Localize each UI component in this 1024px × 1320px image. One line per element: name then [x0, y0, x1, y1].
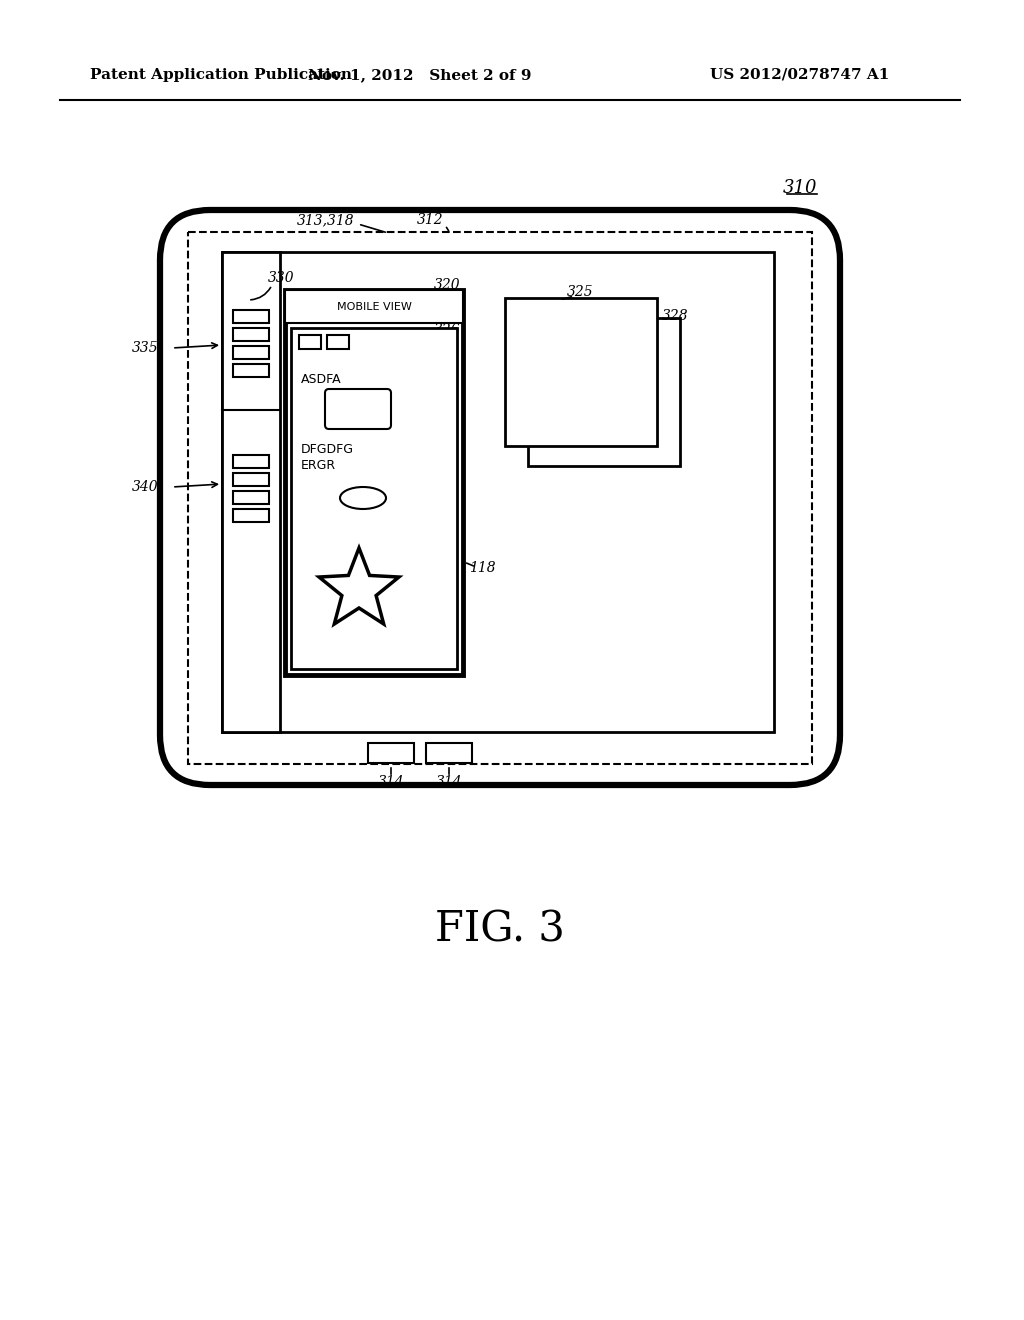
- Text: 335: 335: [131, 341, 158, 355]
- Bar: [505, 298, 657, 446]
- Text: 118: 118: [469, 561, 496, 576]
- Bar: [285, 290, 463, 675]
- Text: US 2012/0278747 A1: US 2012/0278747 A1: [711, 69, 890, 82]
- Text: 314: 314: [435, 775, 462, 789]
- Text: DFGDFG
ERGR: DFGDFG ERGR: [301, 444, 354, 473]
- Bar: [327, 335, 349, 348]
- Text: 330: 330: [268, 271, 295, 285]
- Text: 340: 340: [131, 480, 158, 494]
- Text: MOBILE VIEW: MOBILE VIEW: [337, 301, 412, 312]
- Bar: [368, 743, 414, 763]
- Bar: [222, 252, 280, 733]
- Bar: [188, 232, 812, 764]
- Text: FIG. 3: FIG. 3: [435, 909, 565, 950]
- Text: 325: 325: [566, 285, 593, 300]
- Bar: [426, 743, 472, 763]
- Bar: [233, 473, 269, 486]
- Text: 320: 320: [434, 279, 461, 292]
- Text: 310: 310: [782, 180, 817, 197]
- Text: 314: 314: [378, 775, 404, 789]
- Bar: [233, 491, 269, 504]
- Polygon shape: [319, 548, 399, 624]
- FancyBboxPatch shape: [325, 389, 391, 429]
- Text: Nov. 1, 2012   Sheet 2 of 9: Nov. 1, 2012 Sheet 2 of 9: [308, 69, 531, 82]
- Bar: [285, 290, 463, 323]
- Text: 328: 328: [662, 309, 688, 323]
- Text: 313,318: 313,318: [297, 213, 354, 227]
- Bar: [291, 327, 457, 669]
- Bar: [233, 346, 269, 359]
- Ellipse shape: [340, 487, 386, 510]
- Text: ASDFA: ASDFA: [301, 374, 342, 385]
- Bar: [233, 310, 269, 323]
- Bar: [222, 252, 774, 733]
- Text: 312: 312: [417, 213, 443, 227]
- Bar: [233, 455, 269, 469]
- FancyBboxPatch shape: [160, 210, 840, 785]
- Bar: [233, 327, 269, 341]
- Bar: [299, 335, 321, 348]
- Text: 326: 326: [434, 323, 461, 337]
- Text: 324: 324: [434, 300, 461, 314]
- Bar: [528, 318, 680, 466]
- Text: Patent Application Publication: Patent Application Publication: [90, 69, 352, 82]
- Bar: [233, 510, 269, 521]
- Bar: [233, 364, 269, 378]
